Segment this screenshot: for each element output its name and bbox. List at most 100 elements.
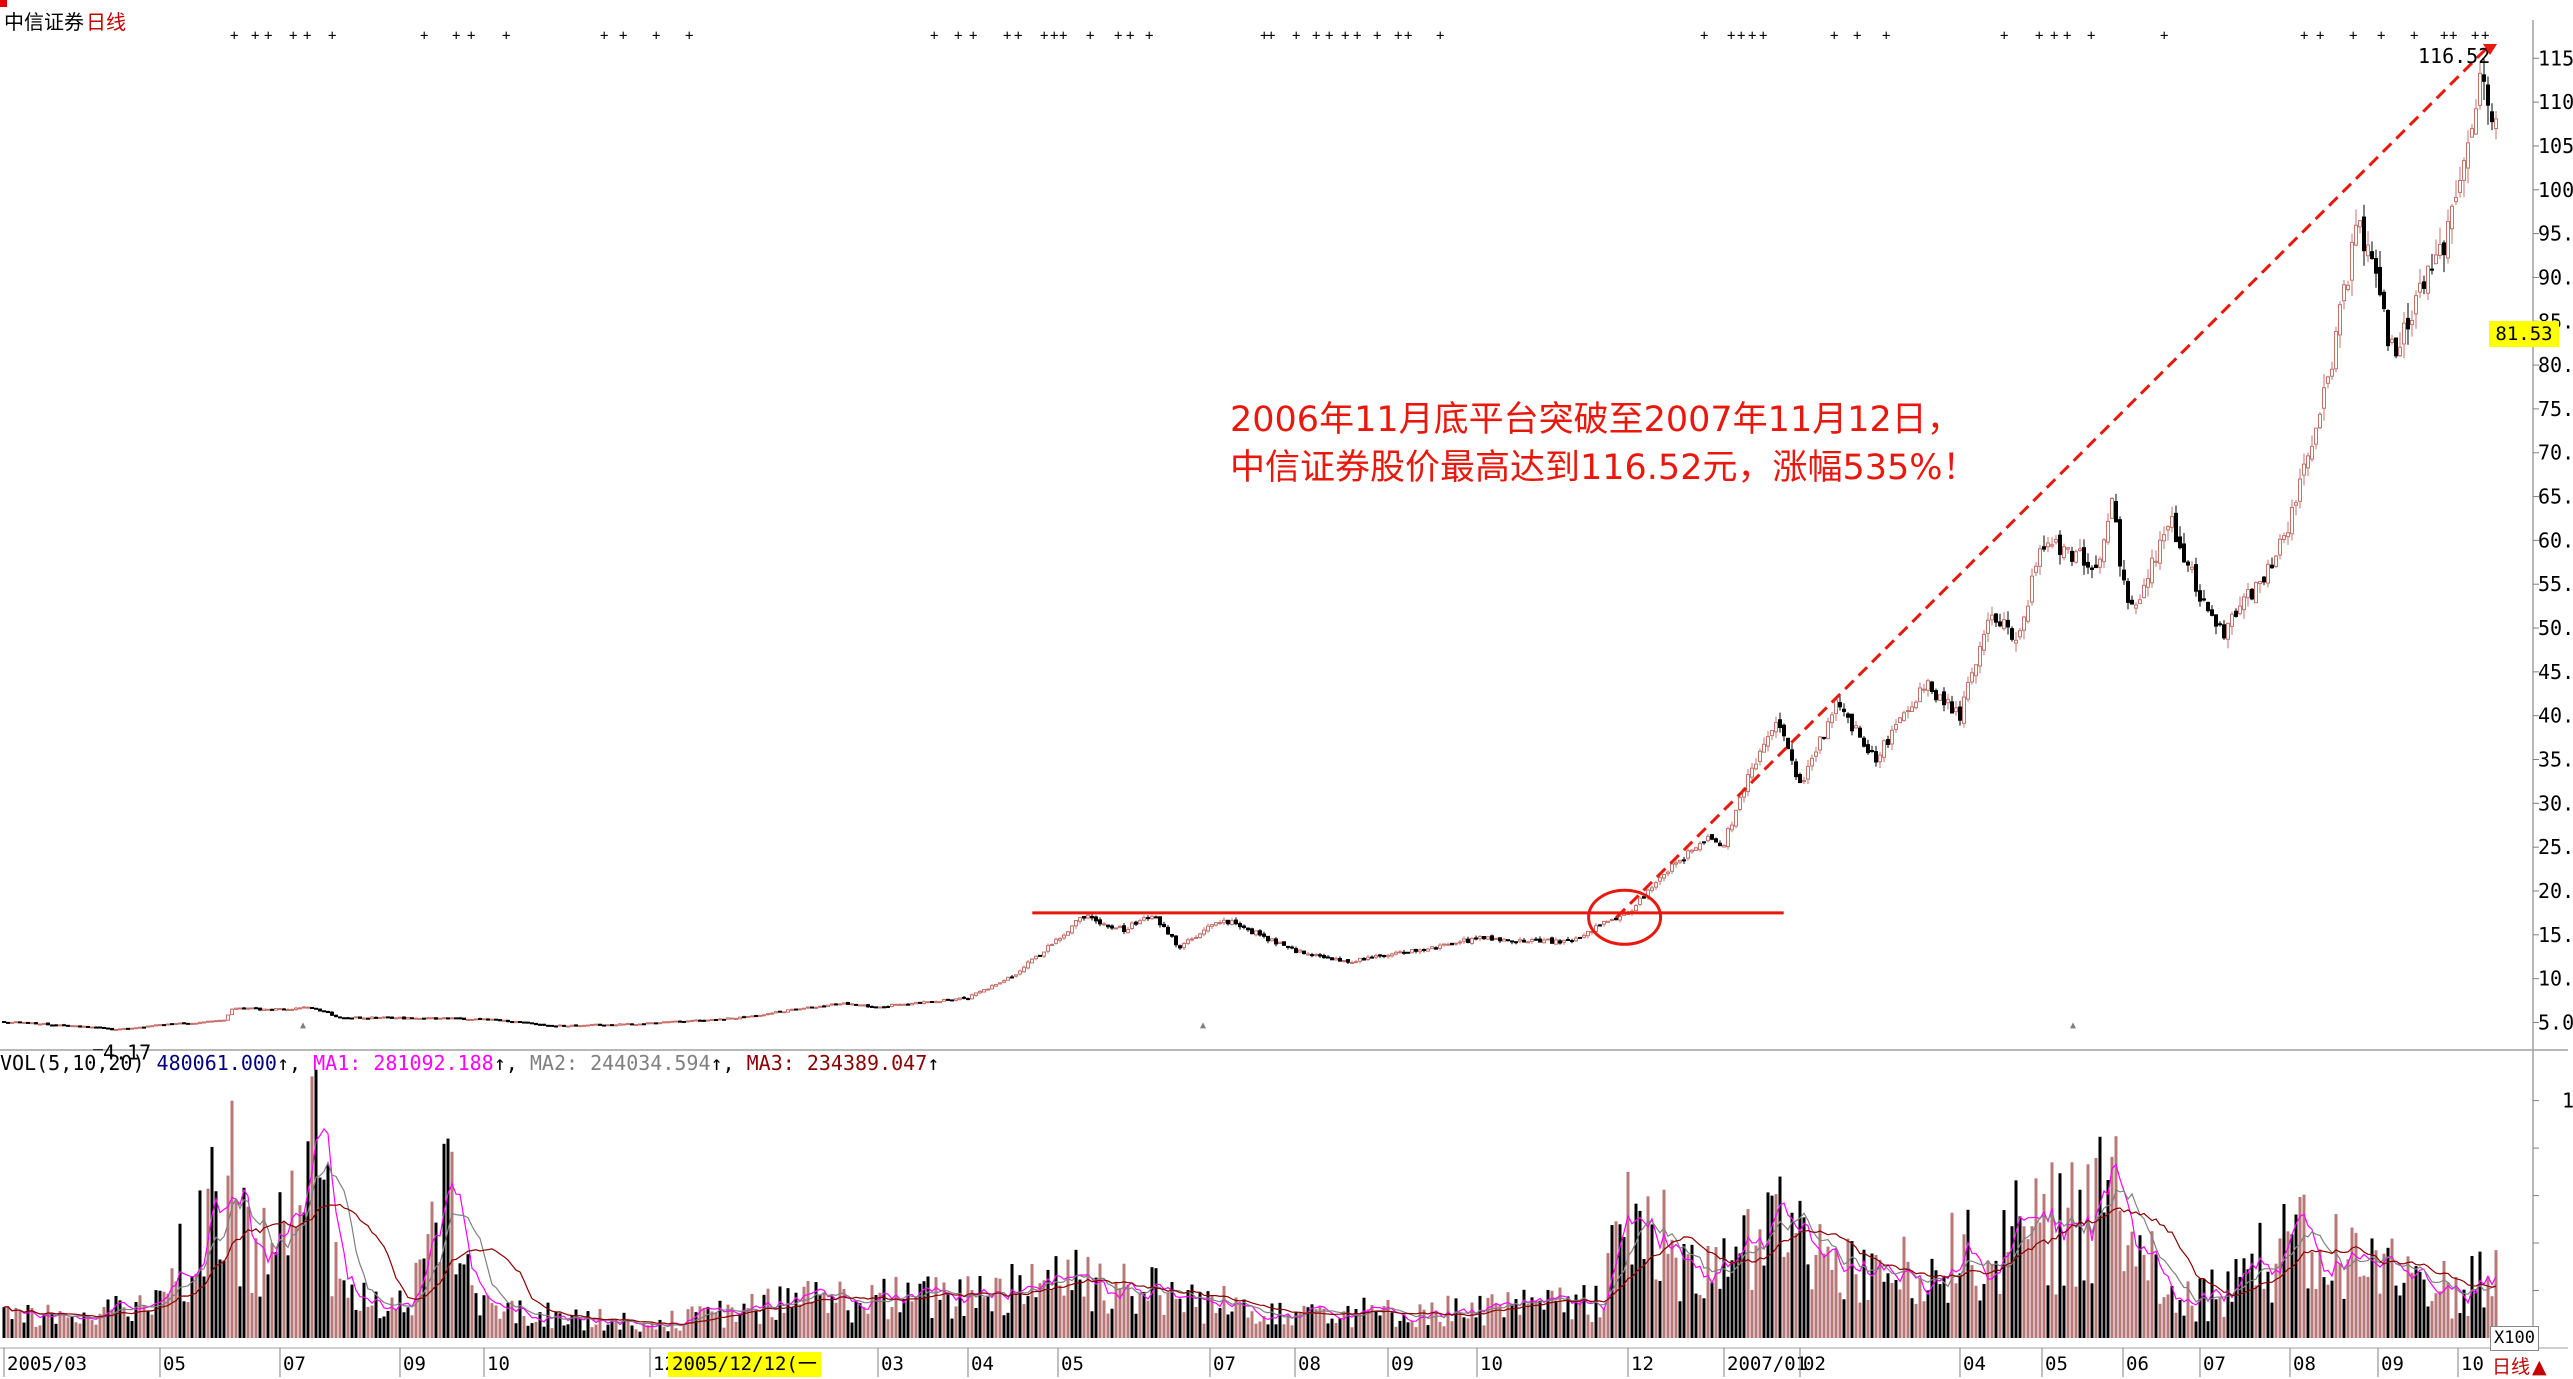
volume-bar — [2162, 1297, 2166, 1338]
candle-body — [222, 1019, 226, 1022]
signal-marker: + — [2410, 28, 2418, 44]
volume-bar — [2218, 1297, 2222, 1338]
volume-bar — [1194, 1307, 1198, 1338]
volume-bar — [2474, 1290, 2478, 1338]
candle-body — [398, 1016, 402, 1019]
candle-body — [2438, 243, 2442, 256]
candle-body — [1398, 951, 1402, 954]
candle-body — [126, 1027, 130, 1030]
volume-bar — [2046, 1285, 2050, 1338]
volume-bar — [186, 1302, 190, 1338]
volume-bar — [1910, 1298, 1914, 1338]
date-tick-label: 10 — [1480, 1353, 1503, 1375]
volume-bar — [1046, 1269, 1050, 1338]
price-tick-label: 75.00 — [2538, 397, 2573, 421]
candle-body — [986, 988, 990, 991]
volume-bar — [1674, 1257, 1678, 1338]
candle-body — [2130, 599, 2134, 605]
volume-bar — [802, 1286, 806, 1338]
candle-body — [106, 1027, 110, 1030]
volume-bar — [166, 1293, 170, 1338]
signal-marker: + — [1040, 28, 1048, 44]
candle-body — [870, 1006, 874, 1009]
candle-body — [2142, 584, 2146, 599]
volume-bar — [50, 1312, 54, 1338]
candle-body — [558, 1024, 562, 1027]
volume-bar — [110, 1309, 114, 1338]
candle-body — [954, 998, 958, 1001]
candle-body — [826, 1004, 830, 1008]
candle-body — [2054, 538, 2058, 543]
candle-body — [1834, 699, 1838, 715]
candle-body — [1758, 750, 1762, 762]
date-tick-label: 07 — [283, 1353, 306, 1375]
candle-body — [1298, 949, 1302, 953]
candle-body — [1894, 723, 1898, 730]
volume-bar — [610, 1318, 614, 1338]
volume-bar — [1358, 1314, 1362, 1338]
volume-bar — [1982, 1283, 1986, 1338]
volume-bar — [446, 1138, 450, 1338]
volume-bar — [1266, 1324, 1270, 1338]
volume-bar — [2442, 1260, 2446, 1338]
candle-body — [1538, 938, 1542, 943]
volume-bar — [1578, 1301, 1582, 1338]
volume-unit-button[interactable]: X100 — [2490, 1326, 2539, 1351]
volume-bar — [1598, 1317, 1602, 1338]
volume-bar — [838, 1281, 842, 1338]
volume-bar — [1682, 1243, 1686, 1338]
volume-bar — [1490, 1294, 1494, 1338]
price-tick-label: 30.00 — [2538, 791, 2573, 815]
candle-body — [1490, 935, 1494, 941]
volume-bar — [2230, 1301, 2234, 1338]
candle-body — [1422, 949, 1426, 952]
candle-body — [706, 1019, 710, 1022]
candle-body — [34, 1022, 38, 1025]
volume-bar — [1706, 1245, 1710, 1338]
volume-bar — [1090, 1311, 1094, 1338]
candle-body — [390, 1016, 394, 1019]
volume-bar — [1226, 1314, 1230, 1338]
candle-body — [2278, 538, 2282, 556]
candle-body — [1162, 923, 1166, 928]
candle-body — [1458, 941, 1462, 944]
volume-bar — [414, 1262, 418, 1338]
volume-bar — [1538, 1300, 1542, 1338]
volume-bar — [1030, 1263, 1034, 1338]
volume-bar — [254, 1238, 258, 1338]
period-tab[interactable]: 日线 ▲ — [2492, 1352, 2547, 1379]
volume-bar — [1542, 1309, 1546, 1338]
volume-bar — [246, 1206, 250, 1338]
candle-body — [1954, 707, 1958, 713]
volume-bar — [138, 1295, 142, 1338]
candle-body — [2358, 220, 2362, 228]
candle-body — [2374, 258, 2378, 274]
candle-body — [122, 1027, 126, 1030]
volume-bar — [1502, 1317, 1506, 1338]
candle-body — [1778, 719, 1782, 728]
candle-body — [798, 1008, 802, 1011]
volume-bar — [882, 1278, 886, 1338]
candle-body — [1270, 938, 1274, 942]
candle-body — [774, 1011, 778, 1014]
volume-bar — [334, 1242, 338, 1338]
candle-body — [1330, 957, 1334, 961]
date-tick-label: 04 — [1963, 1353, 1986, 1375]
volume-bar — [1814, 1255, 1818, 1338]
signal-marker: + — [1050, 28, 1058, 44]
volume-bar — [1882, 1281, 1886, 1338]
volume-bar — [2098, 1136, 2102, 1338]
volume-bar — [382, 1316, 386, 1338]
candle-body — [902, 1003, 906, 1006]
volume-bar — [1318, 1305, 1322, 1338]
volume-bar — [1770, 1195, 1774, 1338]
candle-body — [330, 1011, 334, 1016]
volume-bar — [2310, 1251, 2314, 1338]
volume-bar — [146, 1311, 150, 1338]
volume-bar — [2006, 1252, 2010, 1338]
volume-bar — [1826, 1246, 1830, 1338]
volume-bar — [366, 1306, 370, 1338]
volume-bar — [1386, 1300, 1390, 1338]
volume-bar — [2190, 1305, 2194, 1338]
